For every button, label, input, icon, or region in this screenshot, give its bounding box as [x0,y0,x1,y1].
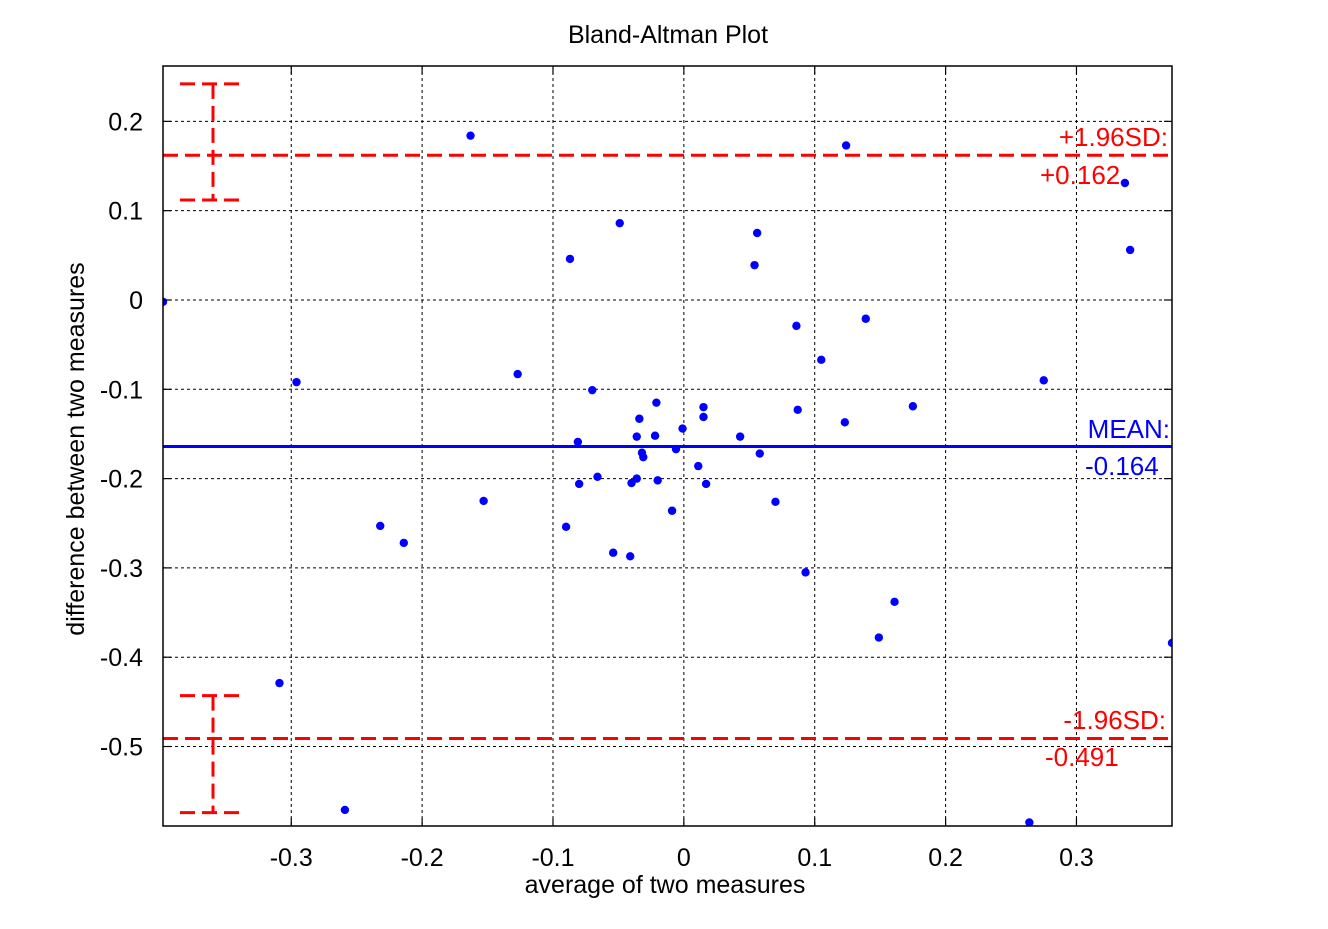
data-point [574,479,584,489]
data-point [1039,376,1048,385]
plot-frame [162,65,1173,827]
data-point [275,678,284,688]
y-tick-label: -0.2 [100,466,143,494]
lower-limit-label: -1.96SD: [1063,705,1166,735]
data-point [608,548,618,557]
data-point [632,432,641,441]
chart-title: Bland-Altman Plot [568,21,768,49]
data-point [771,497,780,507]
data-point [1167,638,1172,648]
data-point [750,260,759,270]
x-axis-label: average of two measures [525,871,806,899]
data-point [340,805,350,815]
data-point [615,218,624,228]
y-axis-label: difference between two measures [62,262,90,635]
mean-label: MEAN: [1088,414,1170,444]
y-tick-label: -0.3 [100,555,143,583]
data-point [635,414,644,423]
data-point [479,496,488,506]
x-tick-label: -0.2 [401,844,444,872]
data-point [874,633,884,642]
data-points [163,131,1172,826]
data-point [861,314,870,323]
data-point [667,506,677,515]
upper-limit-value: +0.162 [1040,160,1120,190]
data-point [632,474,641,483]
points-group [163,131,1172,826]
data-point [513,369,522,379]
y-tick-label: 0.1 [108,198,143,226]
data-point [801,568,810,577]
data-point [626,552,635,561]
data-point [817,355,826,365]
y-tick-label: -0.5 [100,734,143,762]
data-point [735,432,745,441]
data-point [694,461,703,471]
data-point [699,412,708,422]
y-tick-label: -0.4 [100,644,143,672]
data-point [752,228,762,238]
data-point [466,131,475,140]
data-point [1125,245,1135,255]
data-point [671,444,681,454]
y-tick-label: 0.2 [108,108,143,136]
data-point [678,424,687,433]
reference-lines [163,82,1172,815]
data-point [588,385,597,395]
x-tick-label: -0.1 [531,844,574,872]
data-point [1120,178,1130,188]
data-point [792,321,801,331]
data-point [793,405,802,415]
data-point [639,452,648,462]
y-tick-label: -0.1 [100,376,143,404]
data-point [399,538,408,548]
data-point [908,402,918,411]
data-point [890,597,899,607]
x-tick-labels: -0.3 -0.2 -0.1 0 0.1 0.2 0.3 [270,844,1094,872]
data-point [650,431,660,440]
data-point [701,479,711,489]
y-tick-label: 0 [129,287,143,315]
mean-value: -0.164 [1085,451,1159,481]
data-point [652,398,661,407]
upper-limit-label: +1.96SD: [1059,122,1168,152]
data-point [840,418,850,427]
lower-limit-value: -0.491 [1045,742,1119,772]
x-tick-label: 0.1 [797,844,832,872]
data-point [292,377,301,387]
x-tick-label: -0.3 [270,844,313,872]
data-point [565,254,575,264]
data-point [841,141,851,150]
data-point [653,476,662,485]
data-point [755,449,764,458]
y-tick-labels: 0.2 0.1 0 -0.1 -0.2 -0.3 -0.4 -0.5 [100,108,143,761]
x-tick-label: 0.2 [928,844,963,872]
data-point [561,522,571,532]
data-point [376,521,385,531]
data-point [1025,818,1034,826]
tick-marks [163,66,1172,826]
data-point [699,402,708,412]
x-tick-label: 0 [677,844,691,872]
x-tick-label: 0.3 [1059,844,1094,872]
data-point [593,472,602,482]
data-point [573,437,583,447]
